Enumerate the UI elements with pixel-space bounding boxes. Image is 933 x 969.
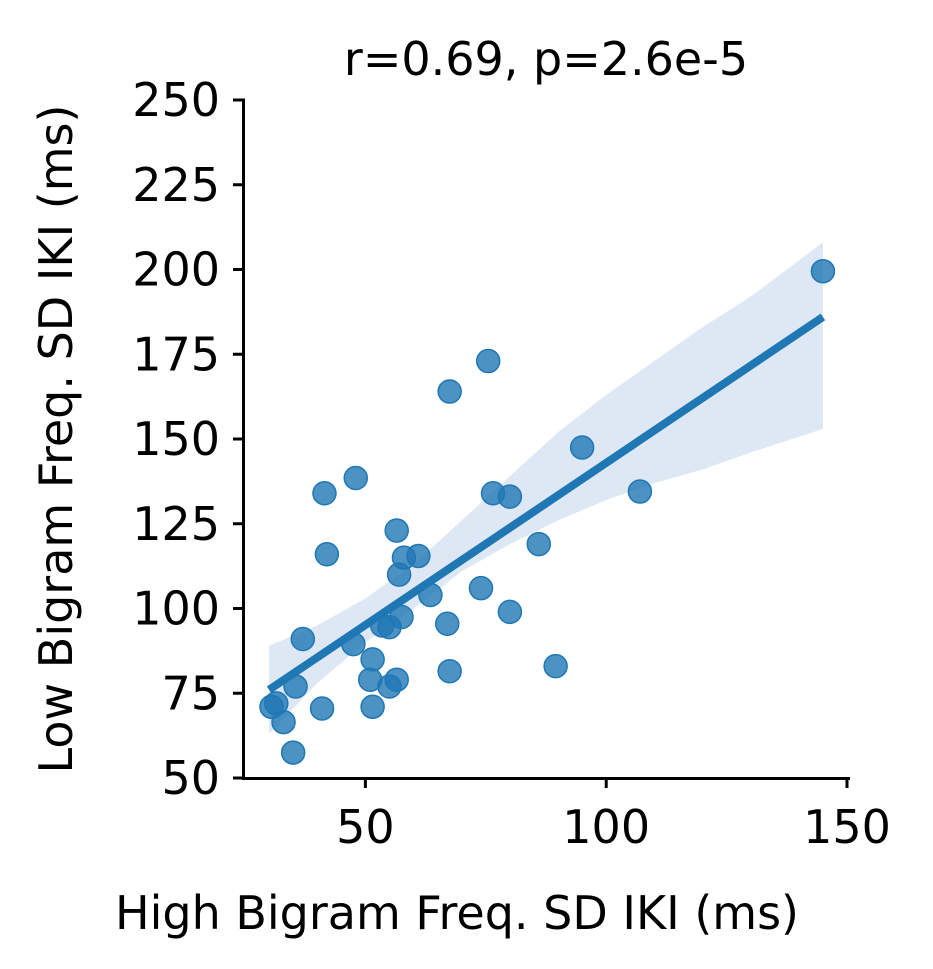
data-point bbox=[468, 575, 494, 601]
y-tick-label: 175 bbox=[132, 327, 220, 381]
y-axis-label: Low Bigram Freq. SD IKI (ms) bbox=[29, 105, 83, 774]
y-tick-label: 50 bbox=[161, 751, 220, 805]
data-point bbox=[283, 674, 308, 699]
data-point bbox=[343, 465, 369, 491]
data-point bbox=[437, 658, 462, 684]
regression-line bbox=[266, 313, 826, 694]
data-point bbox=[312, 480, 337, 506]
data-point bbox=[627, 479, 653, 504]
x-tick-label: 100 bbox=[562, 800, 650, 854]
data-point bbox=[810, 258, 836, 284]
data-point bbox=[543, 653, 568, 679]
y-tick-label: 250 bbox=[132, 73, 220, 127]
data-point bbox=[280, 740, 306, 765]
data-point bbox=[360, 694, 385, 720]
data-point bbox=[497, 599, 523, 625]
data-point bbox=[406, 543, 431, 569]
data-point bbox=[377, 674, 402, 699]
data-point bbox=[418, 582, 443, 608]
data-point bbox=[360, 647, 385, 672]
data-point bbox=[526, 531, 552, 557]
data-point bbox=[569, 435, 595, 460]
data-point bbox=[377, 614, 402, 640]
y-tick-label: 150 bbox=[132, 412, 220, 466]
ticks-layer: 50 100 150 50 75 100 125 150 175 200 225 250 bbox=[132, 73, 891, 854]
data-point bbox=[271, 709, 296, 735]
data-points-layer bbox=[259, 258, 836, 765]
y-tick-label: 125 bbox=[132, 497, 220, 551]
data-point bbox=[341, 631, 366, 657]
data-point bbox=[437, 379, 462, 404]
x-axis-label: High Bigram Freq. SD IKI (ms) bbox=[115, 886, 799, 940]
chart-title: r=0.69, p=2.6e-5 bbox=[344, 32, 748, 86]
y-tick-label: 225 bbox=[132, 158, 220, 212]
y-tick-label: 200 bbox=[132, 243, 220, 297]
regression-line-layer bbox=[266, 313, 826, 694]
data-point bbox=[290, 626, 316, 652]
x-tick-label: 150 bbox=[803, 800, 891, 854]
data-point bbox=[309, 696, 335, 721]
y-tick-label: 75 bbox=[161, 666, 220, 720]
data-point bbox=[475, 348, 501, 374]
data-point bbox=[384, 518, 409, 543]
data-point bbox=[386, 562, 412, 587]
data-point bbox=[497, 484, 523, 509]
data-point bbox=[314, 542, 340, 567]
data-point bbox=[435, 611, 460, 637]
x-tick-label: 50 bbox=[336, 800, 395, 854]
y-tick-label: 100 bbox=[132, 582, 220, 636]
